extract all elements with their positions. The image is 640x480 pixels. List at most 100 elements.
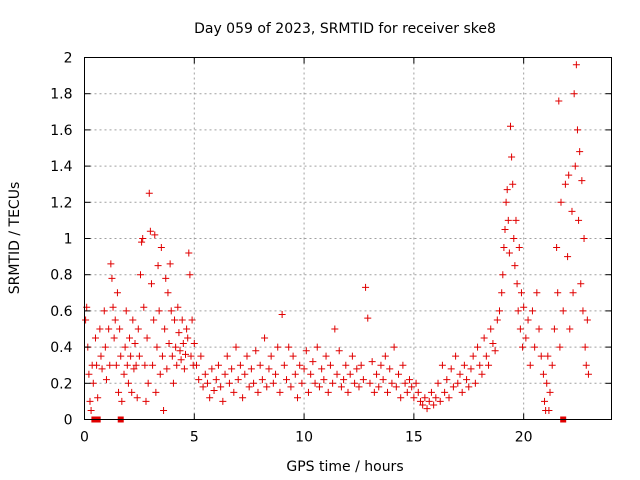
data-point	[123, 361, 131, 369]
data-point	[514, 307, 522, 315]
data-point	[149, 361, 157, 369]
data-point	[236, 361, 244, 369]
data-point	[94, 394, 102, 402]
data-point	[500, 244, 508, 252]
y-tick-label: 1.2	[50, 195, 72, 211]
data-point	[230, 388, 238, 396]
data-point	[228, 365, 236, 373]
data-point	[329, 379, 337, 387]
data-point	[152, 388, 160, 396]
data-point	[368, 358, 376, 366]
data-point	[298, 379, 306, 387]
data-point	[245, 383, 253, 391]
data-point	[89, 379, 97, 387]
data-point	[111, 316, 119, 324]
data-point	[447, 365, 455, 373]
data-point	[390, 343, 398, 351]
data-point	[548, 361, 556, 369]
data-point	[578, 177, 586, 185]
data-point	[582, 361, 590, 369]
data-point	[250, 379, 258, 387]
x-tick-label: 20	[515, 430, 533, 446]
data-point	[423, 405, 431, 413]
data-point	[348, 352, 356, 360]
data-point	[214, 361, 222, 369]
x-tick-label: 15	[405, 430, 423, 446]
data-point	[165, 339, 173, 347]
data-point	[499, 271, 507, 279]
data-point	[414, 388, 422, 396]
data-point	[482, 352, 490, 360]
data-point	[274, 343, 282, 351]
data-point	[397, 394, 405, 402]
data-point	[135, 352, 143, 360]
data-point	[535, 325, 543, 333]
data-point	[161, 325, 169, 333]
data-point	[438, 361, 446, 369]
data-point	[164, 289, 172, 297]
data-point	[579, 307, 587, 315]
data-point	[180, 365, 188, 373]
data-point	[315, 383, 323, 391]
data-point	[296, 361, 304, 369]
data-point	[480, 334, 488, 342]
data-point	[136, 271, 144, 279]
data-point	[554, 289, 562, 297]
data-point	[318, 365, 326, 373]
data-point	[278, 311, 286, 319]
data-point	[175, 329, 183, 337]
data-point	[388, 379, 396, 387]
y-axis-label: SRMTID / TECUs	[7, 182, 23, 295]
data-point	[98, 365, 106, 373]
data-point	[474, 343, 482, 351]
axis-ticks: 00.20.40.60.811.21.41.61.820 5 10 15 20	[50, 51, 612, 446]
data-point	[219, 397, 227, 405]
data-point	[141, 361, 149, 369]
data-point	[508, 153, 516, 161]
data-point	[293, 394, 301, 402]
data-point	[344, 388, 352, 396]
data-point	[476, 361, 484, 369]
y-tick-label: 0.8	[50, 268, 72, 284]
data-point	[445, 394, 453, 402]
data-point	[265, 365, 273, 373]
data-point	[531, 343, 539, 351]
data-point	[537, 352, 545, 360]
data-point	[154, 262, 162, 270]
grid	[84, 57, 612, 420]
data-point	[458, 388, 466, 396]
data-point	[561, 180, 569, 188]
x-axis-label: GPS time / hours	[286, 459, 403, 475]
data-point	[108, 274, 116, 282]
data-point	[408, 383, 416, 391]
data-point	[287, 383, 295, 391]
data-point	[456, 370, 464, 378]
data-point	[276, 388, 284, 396]
data-point	[280, 361, 288, 369]
data-point	[577, 280, 585, 288]
data-point	[502, 198, 510, 206]
data-point	[366, 379, 374, 387]
y-tick-label: 1.6	[50, 123, 72, 139]
data-point	[110, 334, 118, 342]
data-point	[234, 376, 242, 384]
data-point	[168, 352, 176, 360]
data-point	[142, 397, 150, 405]
data-point	[201, 370, 209, 378]
data-point	[313, 343, 321, 351]
data-point	[503, 186, 511, 194]
y-tick-label: 0	[64, 413, 73, 429]
data-point	[263, 383, 271, 391]
data-point	[223, 352, 231, 360]
data-point	[517, 289, 525, 297]
y-tick-label: 2	[64, 51, 73, 67]
data-point	[252, 347, 260, 355]
data-point	[364, 314, 372, 322]
data-point	[147, 280, 155, 288]
x-tick-label: 10	[295, 430, 313, 446]
data-point	[217, 383, 225, 391]
data-point	[239, 394, 247, 402]
data-point	[232, 343, 240, 351]
data-point	[434, 379, 442, 387]
data-point	[133, 394, 141, 402]
